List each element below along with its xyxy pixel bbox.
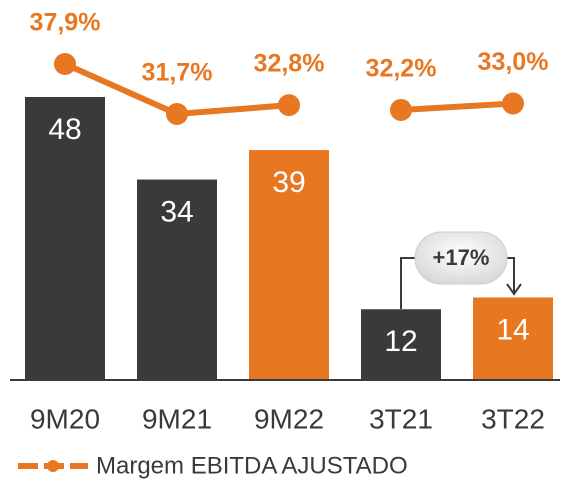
bar-value-label: 12 bbox=[384, 325, 417, 358]
legend-text: Margem EBITDA AJUSTADO bbox=[96, 452, 408, 479]
x-tick-label: 9M21 bbox=[142, 403, 212, 434]
margin-label: 37,9% bbox=[30, 9, 101, 37]
bar-value-label: 34 bbox=[160, 195, 193, 228]
margin-point bbox=[390, 98, 412, 121]
arrow-head bbox=[506, 283, 522, 296]
margin-point bbox=[278, 94, 300, 117]
margin-point bbox=[54, 53, 76, 75]
margin-point bbox=[166, 103, 188, 125]
bar bbox=[473, 297, 553, 380]
x-tick-label: 9M22 bbox=[254, 403, 324, 434]
x-tick-label: 3T22 bbox=[481, 403, 545, 434]
legend-dot bbox=[47, 460, 59, 472]
bar-value-label: 48 bbox=[48, 113, 81, 146]
growth-annotation: +17% bbox=[400, 231, 522, 309]
margin-label: 32,2% bbox=[366, 55, 437, 83]
bar bbox=[25, 97, 105, 380]
bubble bbox=[414, 231, 508, 285]
x-tick-label: 3T21 bbox=[369, 403, 433, 434]
margin-line bbox=[398, 100, 516, 113]
x-tick-label: 9M20 bbox=[30, 403, 100, 434]
annotation-text: +17% bbox=[433, 245, 490, 270]
bar bbox=[249, 150, 329, 380]
bar bbox=[361, 309, 441, 380]
bar bbox=[137, 179, 217, 380]
bar-value-label: 14 bbox=[496, 313, 529, 346]
margin-label: 33,0% bbox=[478, 48, 549, 76]
margin-point bbox=[502, 92, 524, 115]
bar-value-label: 39 bbox=[272, 166, 305, 199]
margin-label: 31,7% bbox=[142, 59, 213, 87]
legend: Margem EBITDA AJUSTADO bbox=[18, 452, 408, 479]
margin-label: 32,8% bbox=[254, 50, 325, 78]
plot: 48 9M20 34 9M21 39 9M22 12 3T21 14 3T22 37,9% 31,7%… bbox=[25, 9, 553, 434]
